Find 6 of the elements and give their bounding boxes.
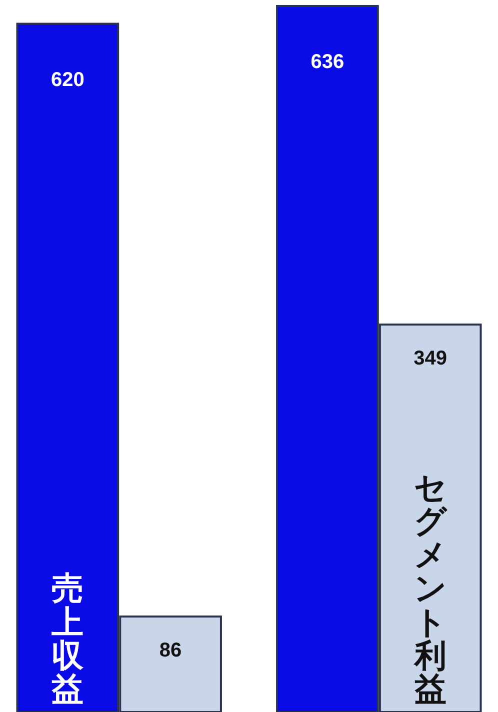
data-label: 636 (310, 51, 344, 73)
data-label: 86 (159, 640, 182, 662)
data-label: 620 (50, 68, 84, 91)
series-label: 売上収益 (50, 569, 85, 708)
data-label: 349 (414, 348, 448, 370)
series-label: セグメント利益 (412, 468, 448, 708)
